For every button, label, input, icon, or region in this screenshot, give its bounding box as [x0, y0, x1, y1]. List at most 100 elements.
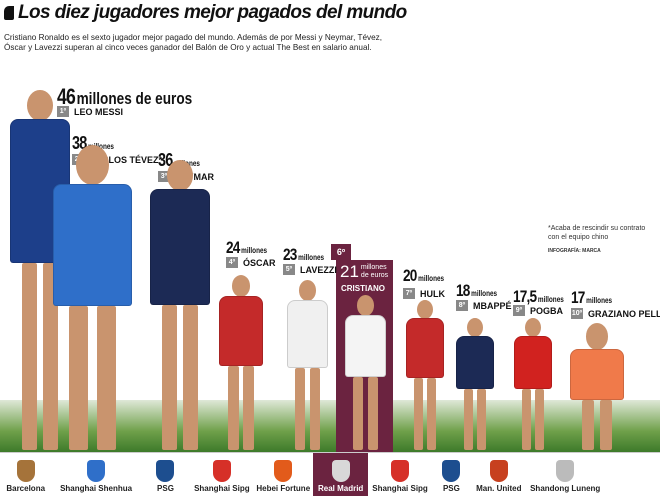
player-head [27, 90, 53, 121]
club-crest-icon [212, 460, 231, 482]
player-head [298, 280, 317, 302]
player-head [467, 318, 483, 338]
player-leg [243, 366, 254, 450]
player-shirt [344, 315, 387, 378]
title-text: Los diez jugadores mejor pagados del mun… [18, 2, 407, 23]
amount-value: 24 [226, 238, 240, 257]
player-leg [353, 377, 364, 450]
amount-unit: millones [471, 289, 498, 298]
rank-badge: 10º [571, 308, 583, 319]
player-figure [508, 318, 558, 450]
amount-unit: millones [298, 253, 325, 262]
title-marker-icon [4, 6, 14, 20]
amount-label: 46millones de euros [57, 84, 192, 110]
player-name: GRAZIANO PELLÈ [588, 308, 660, 319]
player-figure [400, 300, 450, 450]
footnote: *Acaba de rescindir su contrato con el e… [548, 225, 646, 241]
player-name: CARLOS TÉVEZ* [89, 154, 163, 165]
player-name: LEO MESSI [74, 106, 124, 117]
player-leg [295, 368, 306, 450]
player-leg [535, 389, 544, 450]
player-rank-label: 1º LEO MESSI [57, 106, 123, 117]
player-rank-label: 8º MBAPPÉ [456, 300, 512, 311]
player-shirt [570, 348, 624, 400]
player-leg [69, 305, 89, 450]
player-leg [228, 366, 239, 450]
amount-unit: millones [418, 274, 445, 283]
player-leg [183, 305, 198, 450]
player-figure [338, 295, 393, 450]
rank-badge: 9º [513, 305, 525, 316]
player-rank-label: 5º LAVEZZI [283, 264, 337, 275]
club-crest-icon [16, 460, 35, 482]
club-crest-icon [87, 460, 106, 482]
club-name: Shanghai Shenhua [60, 484, 133, 493]
player-leg [581, 399, 595, 450]
club-name: Real Madrid [317, 484, 364, 493]
rank-badge: 5º [283, 264, 295, 275]
player-head [525, 318, 541, 338]
player-shirt [514, 336, 552, 390]
credit: INFOGRAFÍA: MARCA [548, 248, 601, 254]
club-bar: Barcelona Shanghai Shenhua PSG Shanghai Sip… [0, 452, 660, 496]
club-name: Shanghai Sipg [194, 484, 250, 493]
player-head [417, 300, 433, 320]
player-leg [162, 305, 177, 450]
player-rank-label: 9º POGBA [513, 305, 563, 316]
club-crest-icon [331, 460, 350, 482]
club-item: Shanghai Sipg [368, 453, 431, 496]
club-name: Shandong Luneng [530, 484, 601, 493]
amount-value: 17,5 [513, 287, 537, 306]
player-leg [477, 389, 486, 450]
player-rank-label: 7º HULK [403, 288, 445, 299]
player-shirt [406, 318, 444, 379]
player-name: ÓSCAR [243, 257, 276, 268]
amount-label: 17 millones [571, 288, 612, 308]
club-crest-icon [391, 460, 410, 482]
player-figure [280, 280, 335, 450]
player-shirt [149, 189, 211, 306]
club-name: PSG [442, 484, 460, 493]
amount-label: 20 millones [403, 266, 444, 286]
rank-badge: 3º [158, 171, 170, 182]
amount-unit: millones [537, 295, 564, 304]
player-head [231, 275, 251, 298]
player-rank-label: 10º GRAZIANO PELLÈ [571, 308, 660, 319]
player-leg [414, 378, 423, 450]
amount-unit: millones de euros [360, 264, 389, 279]
player-head [167, 160, 193, 191]
club-crest-icon [489, 460, 508, 482]
player-figure [140, 160, 220, 450]
rank-badge: 1º [57, 106, 69, 117]
amount-label: 18 millones [456, 281, 497, 301]
club-item: PSG [432, 453, 471, 496]
player-leg [522, 389, 531, 450]
club-crest-icon [274, 460, 293, 482]
player-leg [599, 399, 613, 450]
amount-value: 17 [571, 288, 585, 307]
rank-badge: 8º [456, 300, 468, 311]
player-leg [43, 263, 58, 450]
club-crest-icon [442, 460, 461, 482]
player-name: LAVEZZI [300, 264, 337, 275]
amount-value: 46 [57, 84, 76, 109]
amount-unit: millones de euros [76, 89, 193, 108]
player-name: NEYMAR [175, 171, 215, 182]
player-leg [96, 305, 116, 450]
club-item: PSG [141, 453, 190, 496]
amount-label: 17,5 millones [513, 287, 564, 307]
player-shirt [286, 300, 329, 369]
player-rank-label: 4º ÓSCAR [226, 257, 276, 268]
player-shirt [456, 336, 494, 390]
player-figure [40, 145, 145, 450]
player-figure [562, 323, 632, 450]
player-shirt [218, 296, 264, 367]
player-figure [450, 318, 500, 450]
player-head [585, 323, 609, 350]
player-head [356, 295, 375, 317]
club-crest-icon [556, 460, 575, 482]
club-name: Shanghai Sipg [372, 484, 428, 493]
rank-badge: 4º [226, 257, 238, 268]
player-name: HULK [420, 288, 445, 299]
club-item: Shandong Luneng [527, 453, 604, 496]
